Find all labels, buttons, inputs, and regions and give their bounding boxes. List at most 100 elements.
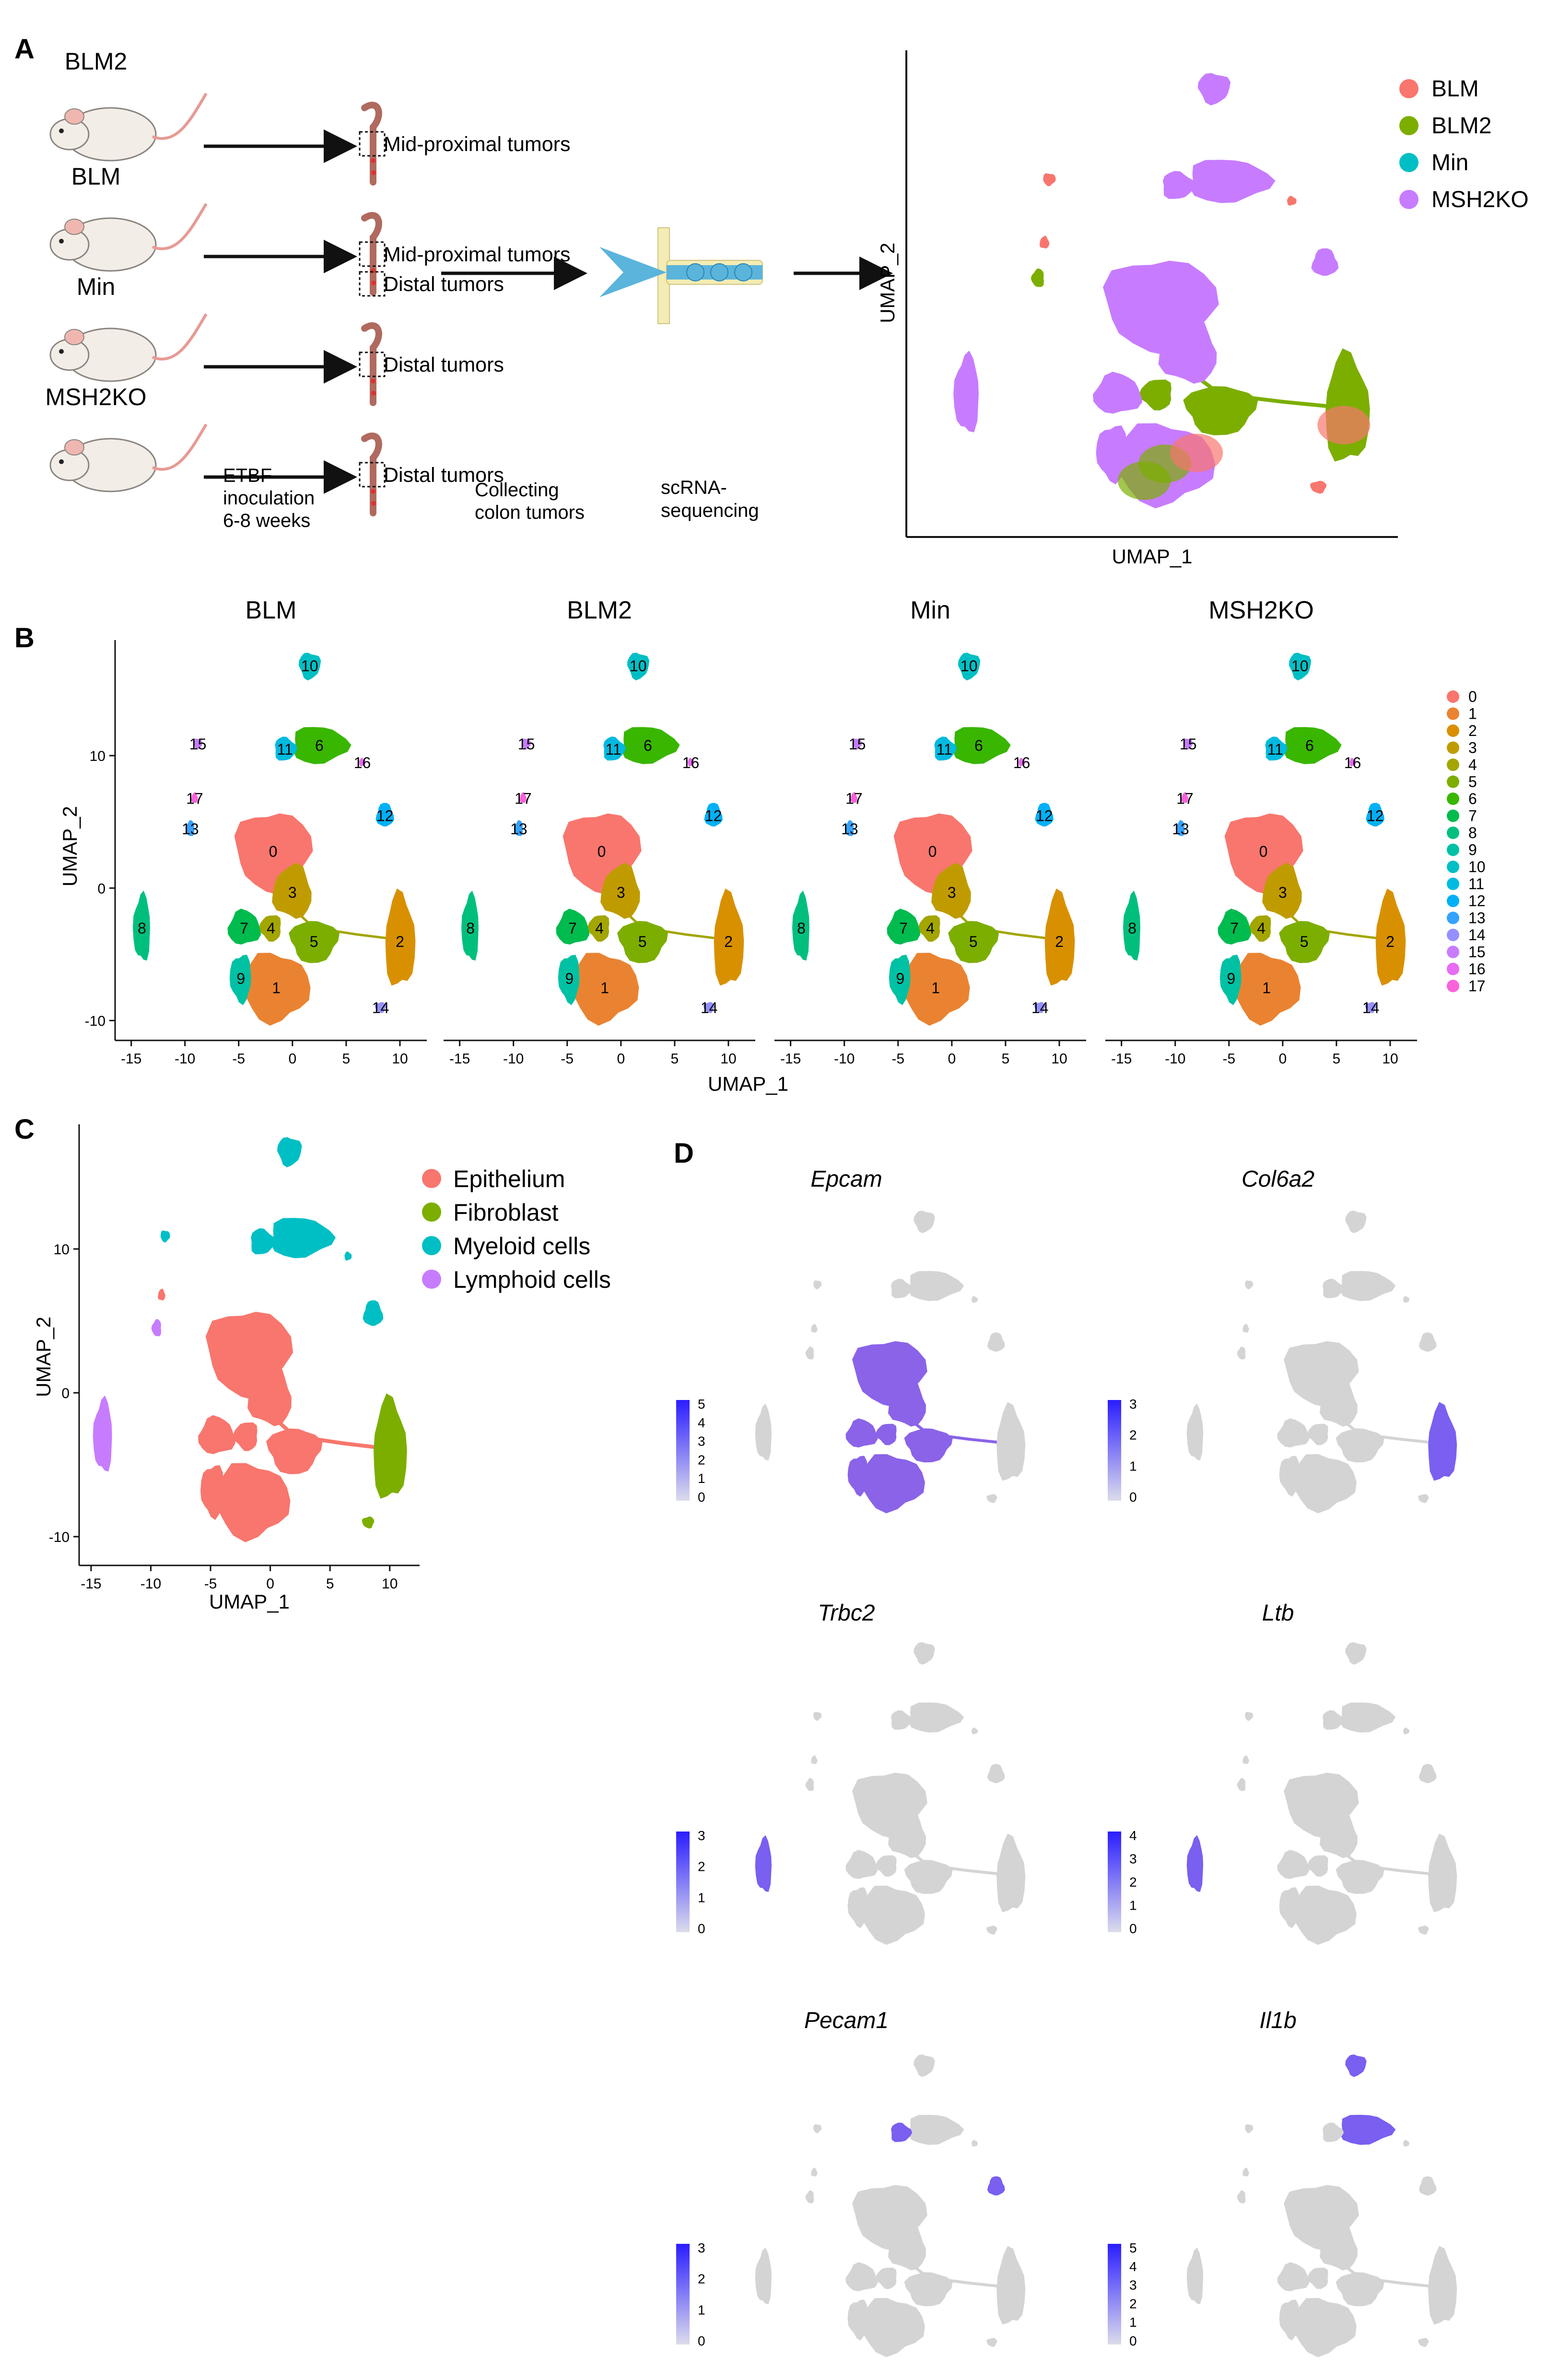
scale-label: 1 xyxy=(1129,2315,1137,2330)
scale-label: 3 xyxy=(698,2240,705,2255)
cluster-label-16: 16 xyxy=(1344,754,1361,771)
sample-umap-cluster-10 xyxy=(1197,73,1231,105)
feature-col6a2-cluster-4 xyxy=(1307,1423,1328,1446)
facet-min-cluster-3 xyxy=(931,863,971,919)
scale-label: 3 xyxy=(1129,1397,1137,1412)
gene-title-epcam: Epcam xyxy=(810,1167,882,1192)
x-tick-label: -15 xyxy=(780,1051,801,1067)
gene-title-trbc2: Trbc2 xyxy=(818,1600,875,1626)
facet-msh2ko-cluster-5 xyxy=(1279,921,1330,963)
cluster-label-9: 9 xyxy=(1227,970,1235,987)
y-tick-label: -10 xyxy=(85,1014,105,1029)
feature-plot-trbc2: 3 2 1 0 xyxy=(676,1642,1026,1945)
tumor-label: Distal tumors xyxy=(384,464,504,487)
feature-ltb-cluster-10 xyxy=(1345,1642,1367,1665)
feature-epcam-cluster-6 xyxy=(908,1271,964,1301)
cluster-legend-dot-2 xyxy=(1447,724,1459,737)
feature-epcam-cluster-11 xyxy=(891,1279,913,1298)
feature-pecam1-cluster-6 xyxy=(908,2114,964,2145)
feature-pecam1-cluster-2 xyxy=(996,2246,1026,2325)
facet-min-cluster-4 xyxy=(918,915,940,942)
cluster-label-8: 8 xyxy=(138,920,146,937)
sample-umap-cluster-5 xyxy=(1183,386,1258,435)
cluster-label-16: 16 xyxy=(682,754,700,771)
facet-msh2ko-cluster-2 xyxy=(1375,888,1406,986)
cluster-label-0: 0 xyxy=(1259,843,1268,860)
x-tick-label: 10 xyxy=(392,1051,408,1067)
cluster-label-13: 13 xyxy=(1172,820,1189,838)
feature-epcam-cluster-17 xyxy=(811,1324,818,1333)
x-tick-label: 0 xyxy=(266,1576,274,1592)
feature-ltb-cluster-13 xyxy=(1237,1778,1246,1791)
x-tick-label: -5 xyxy=(891,1051,904,1067)
cluster-label-14: 14 xyxy=(1032,999,1049,1016)
feature-il1b-cluster-11 xyxy=(1323,2123,1344,2142)
celltype-umap-cluster-2 xyxy=(374,1393,407,1499)
facet-title-msh2ko: MSH2KO xyxy=(1208,596,1314,624)
facet-msh2ko-cluster-13 xyxy=(1175,820,1185,836)
feature-col6a2-cluster-14 xyxy=(1418,1494,1429,1504)
facet-msh2ko-cluster-14 xyxy=(1365,1002,1376,1014)
mouse-min xyxy=(49,313,208,382)
feature-il1b-cluster-8 xyxy=(1186,2247,1203,2305)
facet-blm-cluster-12 xyxy=(375,803,394,827)
cluster-label-6: 6 xyxy=(974,737,983,754)
facet-min-cluster-11 xyxy=(934,736,957,761)
cluster-label-14: 14 xyxy=(701,999,718,1016)
feature-il1b-cluster-15 xyxy=(1245,2124,1254,2134)
cluster-label-10: 10 xyxy=(1291,657,1309,675)
feature-ltb-cluster-2 xyxy=(1428,1833,1457,1913)
colon-min xyxy=(361,322,382,406)
feature-col6a2-cluster-10 xyxy=(1345,1211,1367,1234)
cluster-legend-dot-1 xyxy=(1447,707,1459,720)
cluster-legend-dot-11 xyxy=(1447,877,1459,890)
x-tick-label: 0 xyxy=(948,1051,956,1067)
feature-ltb-cluster-17 xyxy=(1243,1755,1249,1764)
cluster-label-16: 16 xyxy=(1013,754,1031,771)
cluster-label-15: 15 xyxy=(518,735,535,753)
x-tick-label: 0 xyxy=(288,1051,296,1067)
cluster-label-1: 1 xyxy=(1262,979,1271,996)
celltype-umap-cluster-12 xyxy=(363,1300,384,1326)
colon-msh2ko xyxy=(361,432,382,516)
feature-col6a2-cluster-8 xyxy=(1186,1403,1203,1461)
feature-col6a2-cluster-9 xyxy=(1279,1456,1300,1497)
feature-pecam1-cluster-13 xyxy=(805,2190,814,2204)
feature-trbc2-cluster-6 xyxy=(908,1702,964,1733)
cluster-label-12: 12 xyxy=(376,807,394,824)
feature-col6a2-cluster-2 xyxy=(1428,1402,1457,1481)
feature-il1b-cluster-6 xyxy=(1340,2114,1396,2145)
feature-ltb-cluster-8 xyxy=(1186,1835,1203,1892)
tumor-box xyxy=(359,241,386,267)
mouse-blm2 xyxy=(49,93,208,162)
cluster-legend-label-2: 2 xyxy=(1468,722,1477,739)
feature-ltb-cluster-16 xyxy=(1403,1727,1409,1735)
cluster-legend-label-9: 9 xyxy=(1468,841,1477,859)
step-sequencing: sequencing xyxy=(661,500,759,521)
step-collecting: Collecting xyxy=(475,479,559,501)
celltype-umap-cluster-4 xyxy=(233,1422,258,1451)
legend-label-min: Min xyxy=(1431,150,1468,175)
feature-trbc2-cluster-12 xyxy=(987,1764,1005,1784)
feature-ltb-cluster-11 xyxy=(1323,1710,1344,1730)
facet-msh2ko-cluster-10 xyxy=(1289,653,1312,681)
celltype-umap-cluster-7 xyxy=(198,1415,235,1454)
feature-trbc2-cluster-1 xyxy=(863,1885,925,1945)
facet-msh2ko-cluster-15 xyxy=(1184,738,1193,750)
feature-il1b-cluster-7 xyxy=(1277,2262,1310,2291)
feature-col6a2-cluster-15 xyxy=(1245,1280,1254,1290)
panel-label-b: B xyxy=(14,622,35,653)
cluster-label-6: 6 xyxy=(644,737,652,754)
scale-label: 0 xyxy=(1129,1921,1137,1936)
cluster-label-13: 13 xyxy=(182,820,199,838)
feature-ltb-cluster-1 xyxy=(1295,1885,1357,1945)
x-tick-label: -5 xyxy=(1222,1051,1235,1067)
cluster-label-9: 9 xyxy=(236,970,245,987)
facet-min-cluster-9 xyxy=(889,955,911,1005)
tumor-label: Mid-proximal tumors xyxy=(384,243,570,266)
feature-plot-pecam1: 3 2 1 0 xyxy=(676,2054,1026,2357)
feature-il1b-cluster-4 xyxy=(1307,2267,1328,2289)
